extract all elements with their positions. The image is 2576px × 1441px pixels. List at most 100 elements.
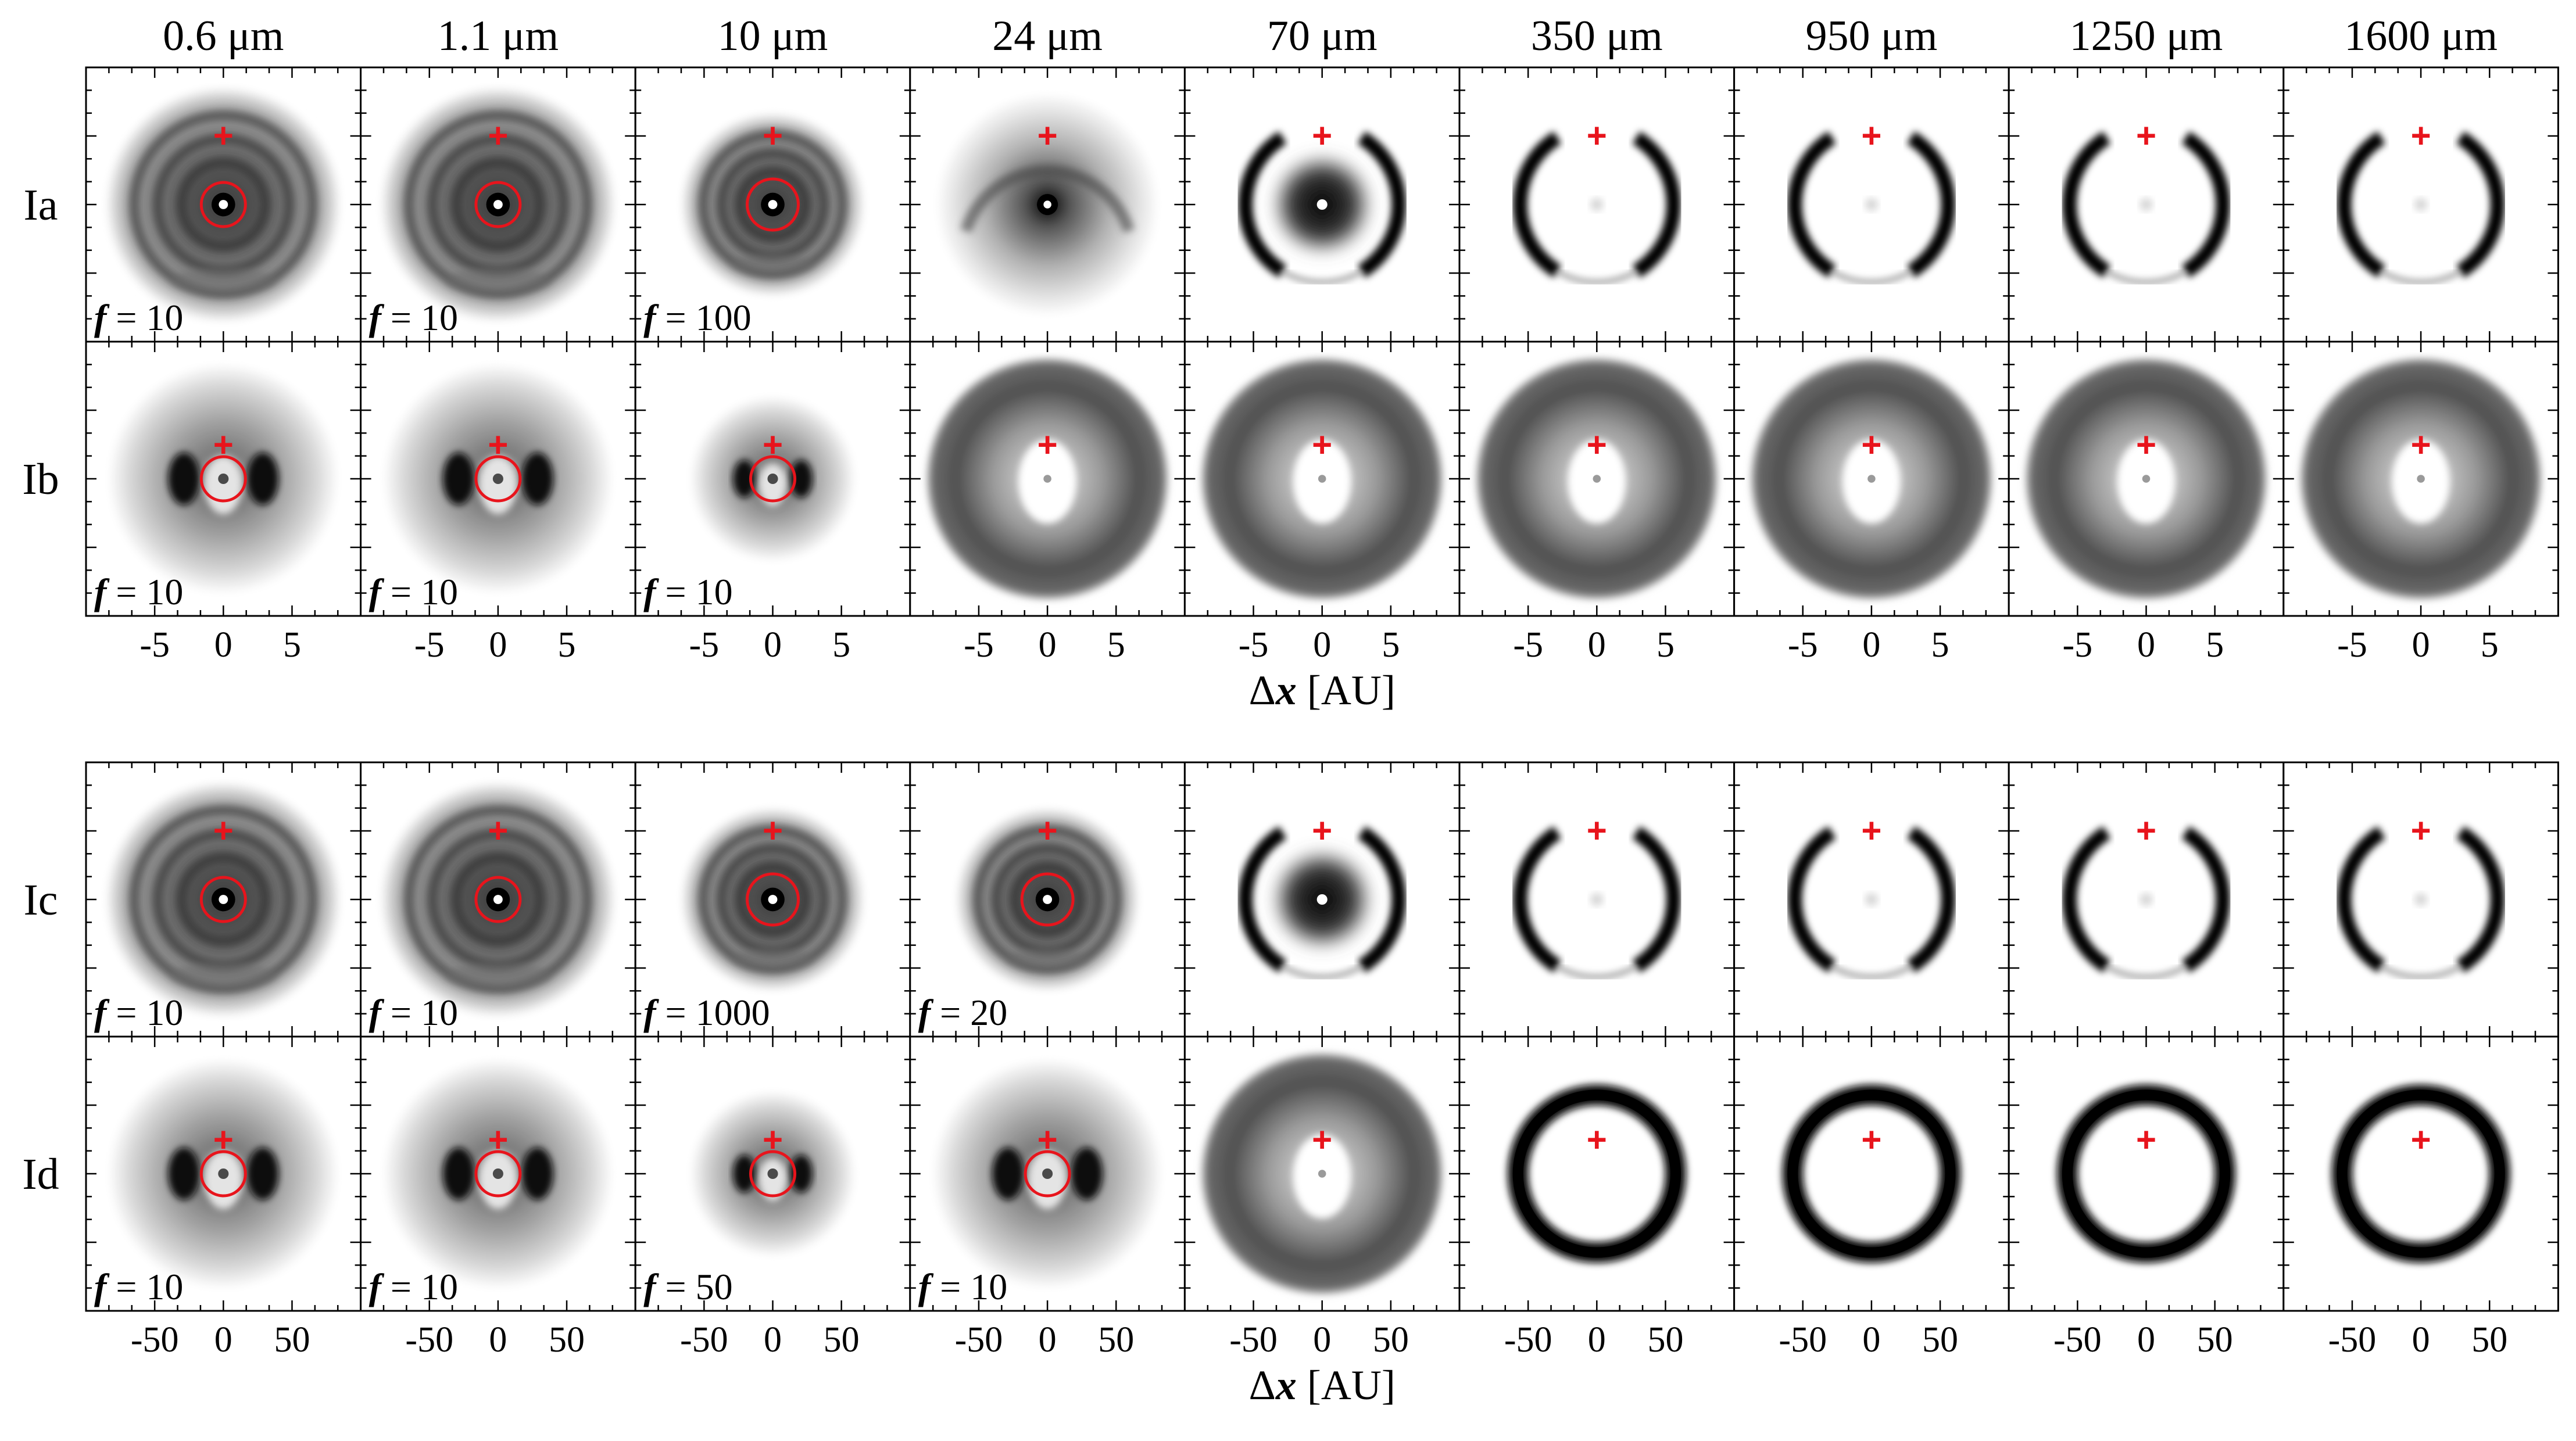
- red-circle-marker: [474, 181, 522, 228]
- image-panel: +: [1458, 1035, 1736, 1312]
- x-tick-label: 5: [283, 625, 301, 665]
- red-circle-marker: [474, 876, 522, 923]
- halo-band: [176, 157, 271, 252]
- central-source-core: [1043, 200, 1051, 209]
- panel-row: Ib + f = 10 + f = 10 + f = 10 + + + + + +: [22, 340, 2559, 617]
- inner-cavity: [759, 1159, 786, 1202]
- right-arc: [2456, 131, 2505, 278]
- central-source: [218, 473, 229, 485]
- panel-row: Id + f = 10 + f = 10 + f = 50 + f = 10 + + + + +: [22, 1035, 2559, 1312]
- image-panel: +: [909, 66, 1186, 343]
- panel-image: [680, 112, 865, 297]
- dust-ring-core: [1512, 1089, 1681, 1258]
- inner-cavity: [759, 464, 786, 507]
- red-plus-marker: +: [763, 425, 783, 464]
- panel-image: [380, 781, 617, 1018]
- red-circle-marker: [199, 1150, 247, 1198]
- red-circle-marker: [199, 181, 247, 228]
- halo-band: [403, 110, 593, 299]
- image-panel: + f = 10: [85, 761, 362, 1038]
- central-source: [1593, 475, 1601, 483]
- panel-image: [2056, 1084, 2236, 1263]
- image-panel: +: [2282, 1035, 2559, 1312]
- panel-image: [1787, 826, 1956, 979]
- x-axis-unit: [AU]: [1297, 667, 1396, 714]
- x-tick-label: -50: [2053, 1320, 2102, 1360]
- scale-factor-label: f = 50: [643, 1266, 732, 1307]
- red-plus-marker: +: [1312, 116, 1332, 155]
- red-circle-marker: [1020, 872, 1075, 927]
- red-circle-marker: [746, 177, 800, 232]
- row-label: Ia: [23, 181, 58, 230]
- lower-arc: [1831, 270, 1912, 284]
- inner-cavity: [1029, 1151, 1066, 1210]
- lower-arc: [1282, 965, 1363, 979]
- image-panel: +: [2008, 761, 2285, 1038]
- x-tick-label: 0: [489, 625, 507, 665]
- central-source-core: [219, 200, 228, 209]
- halo-band: [972, 825, 1122, 974]
- x-tick-label: 0: [1862, 1320, 1880, 1360]
- red-plus-marker: +: [1587, 116, 1607, 155]
- factor-value: = 10: [931, 1266, 1007, 1307]
- factor-value: = 10: [106, 992, 183, 1033]
- panel-image: [105, 781, 342, 1018]
- central-source: [1316, 199, 1328, 210]
- x-tick-label: -5: [964, 625, 994, 665]
- halo-band: [735, 166, 811, 243]
- central-source-core: [768, 895, 778, 904]
- lower-arc: [1556, 965, 1637, 979]
- central-source: [1590, 198, 1604, 212]
- x-tick-label: 50: [2471, 1320, 2507, 1360]
- red-plus-marker: +: [1312, 1120, 1332, 1159]
- x-tick-label: 0: [1588, 1320, 1606, 1360]
- red-plus-marker: +: [1861, 116, 1881, 155]
- panel-image: [689, 395, 856, 562]
- image-panel: +: [1183, 761, 1461, 1038]
- image-panel: + f = 10: [85, 340, 362, 617]
- factor-value: = 10: [381, 1266, 458, 1307]
- panel-image: [380, 86, 617, 323]
- x-axis-label: Δx [AU]: [1249, 1362, 1396, 1408]
- halo-lower-arc: [170, 267, 276, 294]
- wavelength-header: 1600 μm: [2344, 12, 2498, 60]
- panel-background: [1734, 1037, 2009, 1311]
- panel-image: [1787, 131, 1956, 284]
- image-panel: + f = 100: [634, 66, 911, 343]
- red-plus-marker: +: [1587, 425, 1607, 464]
- panel-image: [1507, 1084, 1686, 1263]
- dust-ring-core: [1787, 1089, 1956, 1258]
- wavelength-header: 1.1 μm: [438, 12, 559, 60]
- red-plus-marker: +: [2411, 425, 2431, 464]
- panel-image: [1238, 131, 1407, 284]
- dust-arc: [960, 165, 1135, 233]
- red-plus-marker: +: [213, 116, 234, 155]
- x-tick-label: 0: [764, 1320, 782, 1360]
- red-plus-marker: +: [213, 1120, 234, 1159]
- wavelength-header: 0.6 μm: [163, 12, 284, 60]
- x-tick-label: -50: [2328, 1320, 2377, 1360]
- x-tick-label: 0: [2137, 625, 2155, 665]
- panel-image: [680, 807, 865, 992]
- factor-value: = 1000: [656, 992, 770, 1033]
- x-tick-label: -50: [1504, 1320, 1552, 1360]
- wavelength-header: 350 μm: [1531, 12, 1663, 60]
- central-source-core: [1043, 895, 1053, 904]
- red-plus-marker: +: [2136, 425, 2156, 464]
- central-source: [2139, 198, 2153, 212]
- right-lobe: [1071, 1147, 1103, 1200]
- halo-band: [450, 852, 546, 947]
- x-tick-label: 0: [1313, 1320, 1331, 1360]
- central-source: [1042, 1168, 1053, 1180]
- x-tick-label: -50: [1779, 1320, 1827, 1360]
- central-source: [2414, 198, 2428, 212]
- image-panel: +: [909, 340, 1186, 617]
- panel-image: [2337, 131, 2505, 284]
- panel-background: [2283, 1037, 2559, 1311]
- scale-factor-label: f = 10: [94, 1266, 183, 1307]
- halo-band: [403, 805, 593, 994]
- x-tick-label: 50: [1922, 1320, 1958, 1360]
- central-source: [1590, 892, 1604, 906]
- x-axis-delta: Δ: [1249, 1362, 1276, 1408]
- left-arc: [1787, 131, 1836, 278]
